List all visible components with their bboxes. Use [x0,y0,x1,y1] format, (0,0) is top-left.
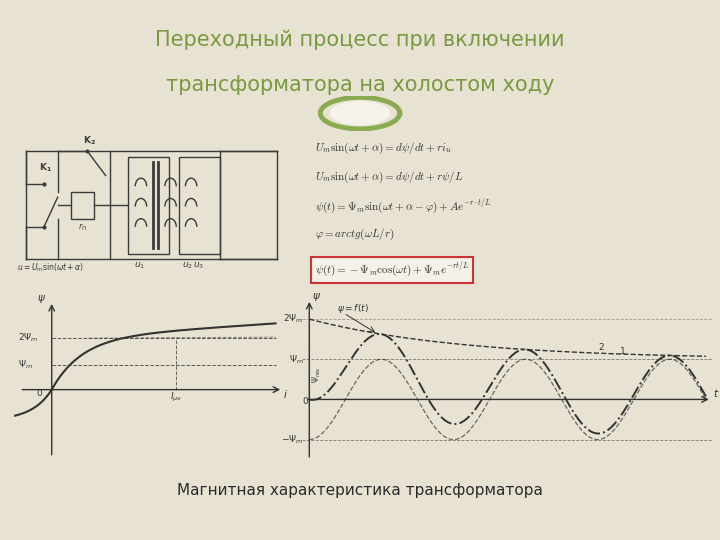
Text: $\psi$: $\psi$ [37,293,46,305]
Text: $i$: $i$ [283,388,288,400]
Text: $U_m\sin(\omega t+\alpha)=d\psi/dt+ri_u$: $U_m\sin(\omega t+\alpha)=d\psi/dt+ri_u$ [315,141,451,156]
Text: $0$: $0$ [36,387,42,398]
Text: $\psi(t)=\Psi_m\sin(\omega t+\alpha-\varphi)+Ae^{-r\cdot t/L}$: $\psi(t)=\Psi_m\sin(\omega t+\alpha-\var… [315,198,491,216]
Text: $U_m\sin(\omega t+\alpha)=d\psi/dt+r\psi/L$: $U_m\sin(\omega t+\alpha)=d\psi/dt+r\psi… [315,170,463,185]
Text: $u=U_m\sin(\omega t+\alpha)$: $u=U_m\sin(\omega t+\alpha)$ [17,261,84,273]
Text: $\Psi_m$: $\Psi_m$ [18,359,33,371]
Text: $2$: $2$ [598,341,605,352]
Text: Переходный процесс при включении: Переходный процесс при включении [156,30,564,50]
Text: $\psi(t)=-\Psi_m\cos(\omega t)+\Psi_m e^{-rt/L}$: $\psi(t)=-\Psi_m\cos(\omega t)+\Psi_m e^… [315,261,469,279]
Text: $2\Psi_m$: $2\Psi_m$ [283,313,304,325]
Text: трансформатора на холостом ходу: трансформатора на холостом ходу [166,75,554,95]
Text: $\mathbf{K_1}$: $\mathbf{K_1}$ [40,161,53,173]
Polygon shape [330,102,390,125]
Text: $-\Psi_m$: $-\Psi_m$ [281,434,304,446]
Text: $u_1$: $u_1$ [134,260,145,271]
Text: $u_2$: $u_2$ [182,260,193,271]
Text: $t$: $t$ [713,387,719,399]
Bar [179,157,220,254]
Text: $u_3$: $u_3$ [194,260,204,271]
Text: $\Psi_{res}$: $\Psi_{res}$ [310,367,323,383]
Text: Магнитная характеристика трансформатора: Магнитная характеристика трансформатора [177,483,543,497]
Text: $2\Psi_m$: $2\Psi_m$ [18,332,39,345]
Text: $\psi$: $\psi$ [312,291,321,303]
Text: $0$: $0$ [302,395,310,406]
Text: $\psi=f(t)$: $\psi=f(t)$ [337,302,369,315]
Text: $1$: $1$ [619,346,626,356]
Text: $\Psi_m$: $\Psi_m$ [289,353,305,366]
Bar [128,157,169,254]
Text: $r_\Pi$: $r_\Pi$ [78,221,88,233]
Text: $I_{\mu\nu}$: $I_{\mu\nu}$ [170,392,182,404]
Text: $\varphi=arctg(\omega L/r)$: $\varphi=arctg(\omega L/r)$ [315,227,394,242]
Text: $\mathbf{K_2}$: $\mathbf{K_2}$ [83,134,96,146]
Bar [71,192,94,219]
